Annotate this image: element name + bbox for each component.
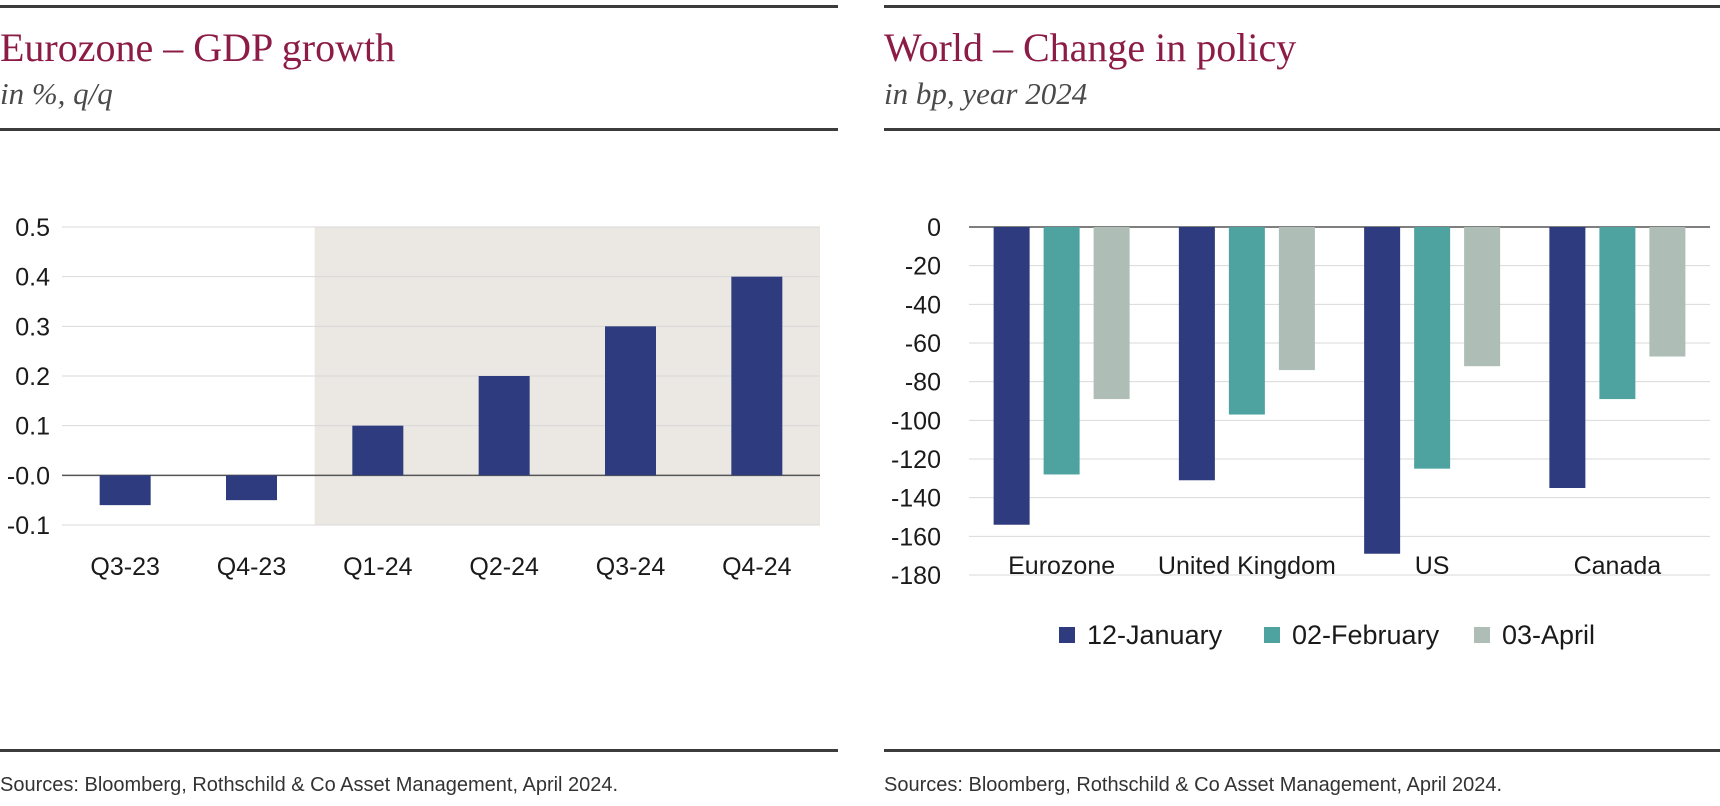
bar — [1464, 227, 1501, 367]
bar — [1093, 227, 1130, 400]
y-tick-label: -140 — [891, 485, 941, 513]
x-tick-label: United Kingdom — [1158, 552, 1336, 580]
bar — [226, 475, 277, 501]
x-tick-label: Q1-24 — [343, 553, 413, 581]
chart-subtitle: in bp, year 2024 — [884, 76, 1088, 111]
chart-title: World – Change in policy — [884, 25, 1297, 70]
legend-swatch — [1264, 627, 1280, 643]
bar — [1228, 227, 1265, 415]
policy-change-chart: 0 -20 -40 -60 -80 -100 -120 -140 -160 -180 Eurozon… — [891, 214, 1710, 650]
bar — [478, 376, 530, 476]
y-tick-label: -80 — [905, 369, 941, 397]
policy-change-panel: World – Change in policy in bp, year 202… — [884, 0, 1720, 806]
top-rule — [0, 5, 838, 8]
x-tick-label: Q4-24 — [722, 553, 792, 581]
bar — [605, 326, 656, 476]
x-tick-label: Q2-24 — [469, 553, 539, 581]
y-tick-label: -100 — [891, 407, 941, 435]
x-tick-label: Q4-23 — [217, 553, 286, 581]
legend-swatch — [1474, 627, 1490, 643]
y-tick-label: -60 — [905, 330, 941, 358]
y-tick-label: -160 — [891, 523, 941, 551]
bar — [99, 475, 151, 506]
chart-subtitle: in %, q/q — [0, 76, 113, 111]
y-tick-label: 0.4 — [15, 264, 50, 292]
legend-label: 02-February — [1292, 620, 1440, 650]
y-tick-label: 0.3 — [15, 313, 50, 341]
y-tick-label: 0.5 — [15, 214, 50, 242]
source-note: Sources: Bloomberg, Rothschild & Co Asse… — [0, 774, 619, 796]
bar — [1649, 227, 1686, 357]
legend-label: 03-April — [1502, 620, 1595, 650]
header-rule — [884, 128, 1720, 131]
top-rule — [884, 5, 1720, 8]
x-tick-label: Q3-23 — [90, 553, 159, 581]
bar — [1043, 227, 1080, 475]
x-tick-label: Canada — [1574, 552, 1662, 580]
y-tick-label: -120 — [891, 446, 941, 474]
bar — [1414, 227, 1451, 469]
y-tick-label: -0.0 — [7, 462, 50, 490]
footer-rule — [0, 749, 838, 752]
bar — [1364, 227, 1401, 554]
chart-title: Eurozone – GDP growth — [0, 25, 396, 70]
bar — [1599, 227, 1636, 400]
y-tick-label: -180 — [891, 562, 941, 590]
y-tick-label: 0.2 — [15, 363, 50, 391]
bar — [993, 227, 1030, 525]
legend-label: 12-January — [1087, 620, 1223, 650]
footer-rule — [884, 749, 1720, 752]
bar — [1549, 227, 1586, 488]
y-tick-label: 0.1 — [15, 413, 50, 441]
y-tick-label: -0.1 — [7, 512, 50, 540]
header-rule — [0, 128, 838, 131]
gdp-growth-chart: 0.5 0.4 0.3 0.2 0.1 -0.0 -0.1 Q3-23 Q4-23 Q1-24 Q2… — [7, 214, 820, 581]
legend-swatch — [1059, 627, 1075, 643]
y-tick-label: 0 — [927, 214, 941, 242]
bar — [1178, 227, 1215, 481]
x-tick-label: US — [1415, 552, 1450, 580]
bar — [731, 276, 783, 476]
y-tick-label: -40 — [905, 291, 941, 319]
source-note: Sources: Bloomberg, Rothschild & Co Asse… — [884, 774, 1503, 796]
x-tick-label: Eurozone — [1008, 552, 1115, 580]
gdp-growth-panel: Eurozone – GDP growth in %, q/q 0.5 0.4 0.… — [0, 0, 838, 806]
bar — [1278, 227, 1315, 371]
y-tick-label: -20 — [905, 253, 941, 281]
bar — [352, 425, 404, 476]
x-tick-label: Q3-24 — [596, 553, 666, 581]
